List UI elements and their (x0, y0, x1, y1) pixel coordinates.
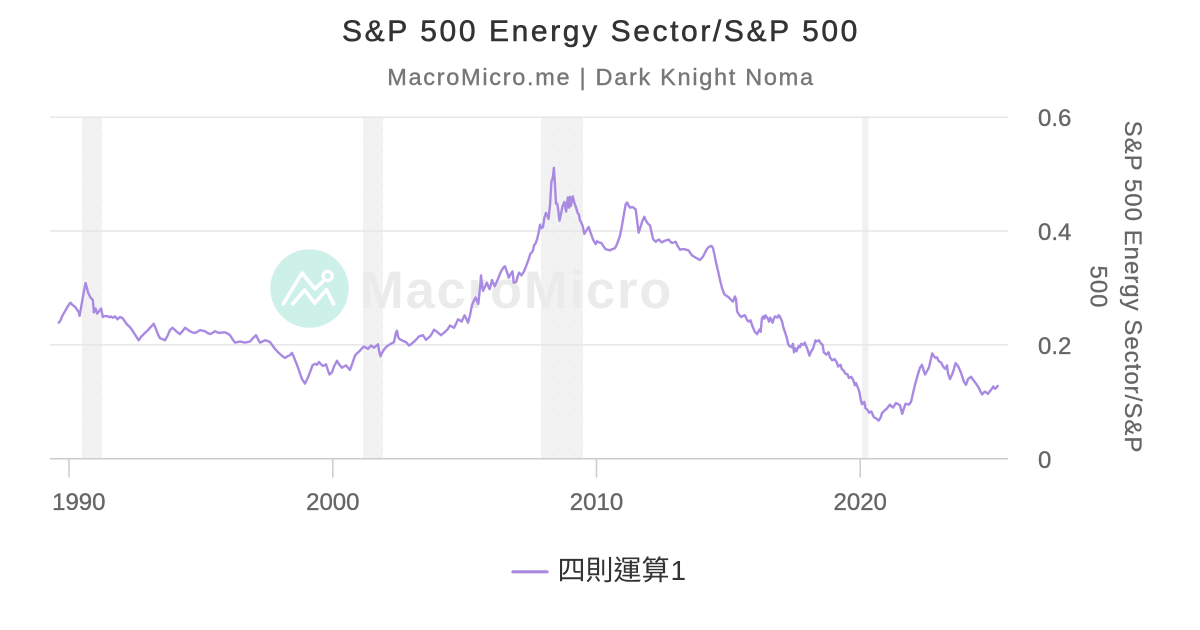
svg-text:2010: 2010 (570, 489, 623, 516)
svg-text:S&P 500 Energy Sector/S&P: S&P 500 Energy Sector/S&P (1119, 121, 1146, 454)
svg-text:500: 500 (1085, 265, 1112, 308)
svg-text:1: 1 (671, 555, 687, 586)
svg-text:2000: 2000 (306, 489, 359, 516)
svg-text:0.2: 0.2 (1038, 333, 1071, 360)
svg-text:MacroMicro: MacroMicro (360, 261, 673, 320)
svg-text:0.4: 0.4 (1038, 219, 1071, 246)
svg-text:2020: 2020 (834, 489, 887, 516)
svg-text:1990: 1990 (52, 489, 105, 516)
svg-text:MacroMicro.me | Dark Knight No: MacroMicro.me | Dark Knight Noma (387, 64, 814, 90)
svg-text:0.6: 0.6 (1038, 105, 1071, 132)
svg-text:S&P 500 Energy Sector/S&P 500: S&P 500 Energy Sector/S&P 500 (342, 15, 860, 48)
svg-text:0: 0 (1038, 447, 1051, 474)
